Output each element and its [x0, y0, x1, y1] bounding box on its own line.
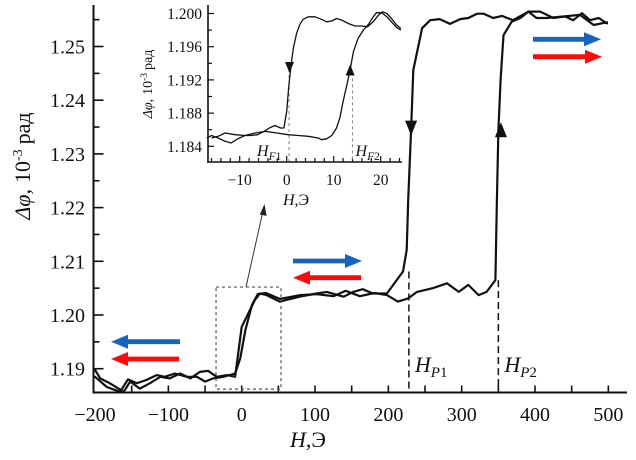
- x-tick-label: 10: [326, 172, 342, 189]
- series-line-decreasing-field: [93, 10, 609, 393]
- y-tick-label: 1.188: [167, 106, 202, 123]
- inset-direction-markers: [285, 61, 355, 76]
- inset-x-axis-unit: ,Э: [295, 192, 310, 209]
- y-tick-label: 1.196: [167, 39, 202, 56]
- main-y-axis-unit: рад: [10, 112, 35, 144]
- x-tick-label: −10: [228, 172, 252, 189]
- main-x-axis-unit: ,Э: [306, 427, 326, 452]
- y-tick-label: 1.23: [50, 144, 85, 166]
- arrow-up-icon: [345, 64, 355, 76]
- field-marker-subscript-index: 2: [374, 151, 380, 163]
- x-tick-label: 0: [283, 172, 291, 189]
- field-marker-label: HF1: [256, 143, 282, 163]
- x-tick-label: 100: [300, 404, 330, 426]
- inset-annotations: HF1 HF2: [256, 69, 380, 163]
- arrow-pair-low-field: [111, 334, 180, 366]
- main-x-axis-label: H,Э: [289, 427, 326, 452]
- arrow-left-icon: [111, 334, 180, 349]
- inset-y-axis-symbol: Δφ,: [141, 99, 156, 119]
- arrow-right-icon: [293, 254, 362, 268]
- main-y-axis-symbol: Δφ,: [10, 189, 35, 221]
- inset-curves: [206, 11, 402, 144]
- arrow-down-icon: [285, 61, 295, 73]
- field-marker-symbol: H: [503, 352, 521, 377]
- arrow-pair-mid-field: [293, 254, 362, 285]
- inset-x-axis-label: H,Э: [282, 192, 309, 209]
- y-tick-label: 1.24: [50, 90, 85, 112]
- field-marker-symbol: H: [355, 143, 369, 160]
- field-marker-subscript-letter: F: [268, 151, 277, 163]
- main-curves: [93, 10, 609, 393]
- zoom-pointer-line: [245, 210, 264, 288]
- arrow-left-icon: [111, 352, 179, 366]
- magnetization-arrows: [111, 32, 602, 366]
- main-direction-markers: [405, 120, 507, 138]
- series-line-decreasing-field: [206, 11, 402, 144]
- x-tick-label: 20: [373, 172, 389, 189]
- arrow-right-icon: [533, 49, 602, 64]
- field-marker-label: HF2: [355, 143, 381, 163]
- inset-y-axis-scale: 10: [141, 81, 156, 95]
- inset-y-axis-label: Δφ, 10-3 рад: [140, 50, 156, 120]
- y-tick-label: 1.25: [50, 37, 85, 59]
- field-marker-subscript-index: 1: [276, 151, 282, 163]
- series-line-increasing-field: [93, 10, 609, 393]
- y-tick-label: 1.21: [50, 251, 85, 273]
- x-tick-label: 0: [237, 404, 247, 426]
- series-line-increasing-field: [211, 12, 402, 141]
- y-tick-label: 1.192: [167, 72, 202, 89]
- main-y-axis-label: Δφ, 10-3 рад: [10, 112, 35, 220]
- main-y-axis-exponent: -3: [11, 149, 26, 161]
- main-x-axis-symbol: H: [289, 427, 307, 452]
- inset-y-axis-exponent: -3: [140, 73, 150, 81]
- main-annotations: HP1 HP2: [408, 271, 537, 393]
- inset-tick-labels: −10 0 10 20 1.184 1.188 1.192 1.196 1.200: [167, 6, 389, 189]
- y-tick-label: 1.200: [167, 6, 202, 23]
- field-marker-symbol: H: [414, 352, 432, 377]
- field-marker-subscript-index: 2: [529, 365, 537, 381]
- main-plot: −200 −100 0 100 200 300 400 5001.191.201.211.22…: [10, 5, 627, 452]
- inset-y-axis-unit: рад: [141, 50, 156, 70]
- y-tick-label: 1.22: [50, 198, 85, 220]
- zoom-pointer: [245, 204, 267, 288]
- main-y-axis-scale: 10: [10, 161, 35, 183]
- inset-x-axis-symbol: H: [282, 192, 296, 209]
- arrow-pair-high-field: [533, 32, 602, 64]
- field-marker-subscript-index: 1: [440, 365, 448, 381]
- main-tick-labels: −200 −100 0 100 200 300 400 5001.191.201.211.22…: [50, 37, 623, 427]
- field-marker-symbol: H: [256, 143, 270, 160]
- arrow-up-icon: [494, 122, 507, 138]
- field-marker-subscript-letter: P: [430, 365, 440, 381]
- arrow-right-icon: [533, 32, 601, 47]
- field-marker-subscript-letter: P: [519, 365, 529, 381]
- zoom-pointer-arrowhead-icon: [259, 204, 267, 216]
- field-marker-label: HP1: [414, 352, 448, 381]
- field-marker-subscript-letter: F: [366, 151, 375, 163]
- y-tick-label: 1.19: [50, 359, 85, 381]
- arrow-left-icon: [293, 270, 361, 285]
- x-tick-label: 400: [520, 404, 550, 426]
- x-tick-label: 500: [593, 404, 623, 426]
- x-tick-label: −100: [148, 404, 189, 426]
- x-tick-label: −200: [74, 404, 115, 426]
- y-tick-label: 1.20: [50, 305, 85, 327]
- arrow-down-icon: [405, 120, 418, 136]
- x-tick-label: 300: [447, 404, 477, 426]
- field-marker-label: HP2: [503, 352, 537, 381]
- x-tick-label: 200: [373, 404, 403, 426]
- zoom-region-box: [215, 286, 282, 390]
- y-tick-label: 1.184: [167, 139, 202, 156]
